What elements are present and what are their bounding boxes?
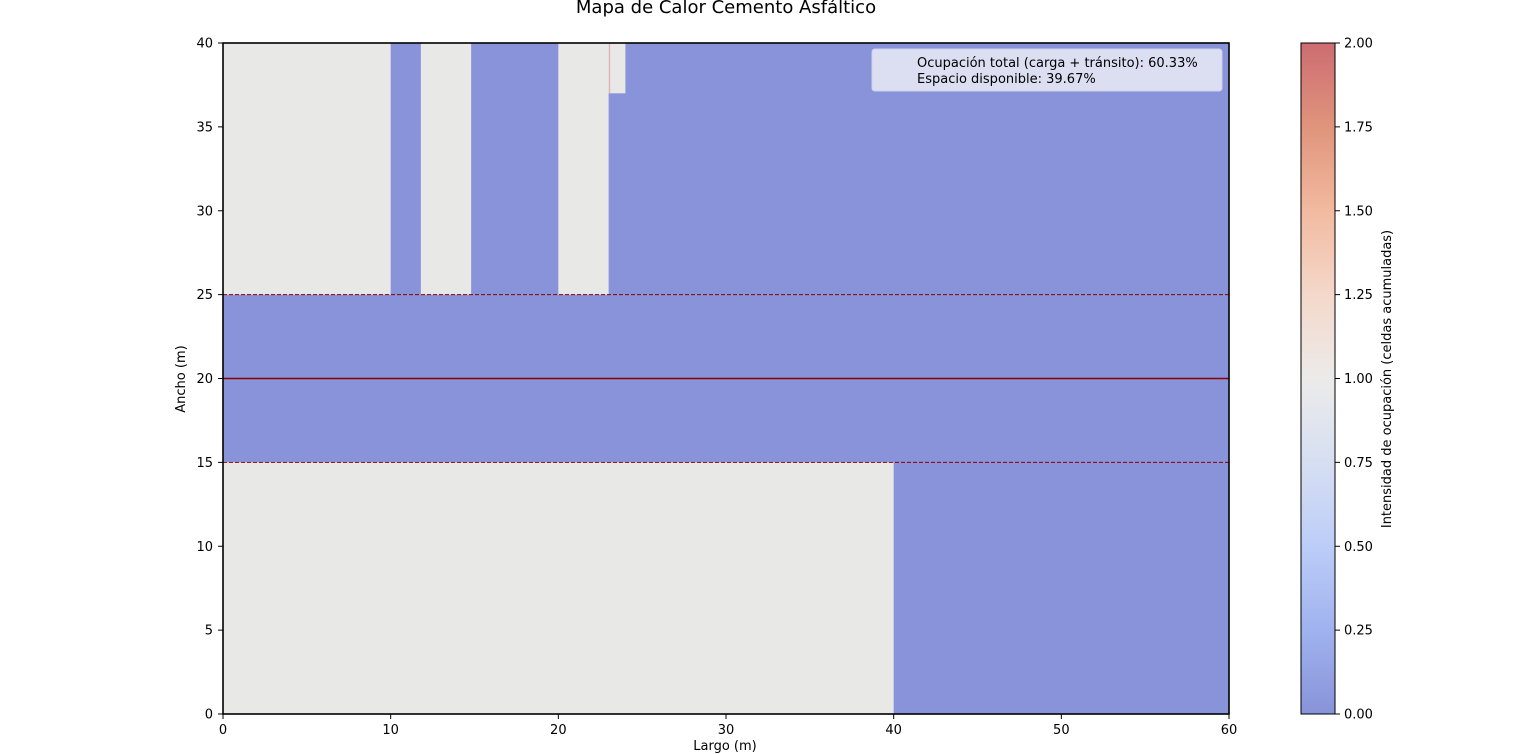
x-tick-label: 20 <box>550 723 567 738</box>
heatmap-cell-region-5 <box>608 43 626 94</box>
chart-title: Mapa de Calor Cemento Asfáltico <box>576 0 876 18</box>
colorbar-tick-label: 0.50 <box>1344 540 1373 555</box>
axes: 0 10 20 30 40 50 60 0 5 10 15 20 25 30 35 40 <box>196 37 1237 739</box>
heatmap-cell-region-3 <box>420 43 472 295</box>
colorbar-tick-label: 0.75 <box>1344 456 1373 471</box>
x-tick-label: 0 <box>219 723 227 738</box>
y-tick-label: 10 <box>196 540 213 555</box>
y-tick-label: 25 <box>196 288 213 303</box>
colorbar-tick-label: 1.00 <box>1344 372 1373 387</box>
legend: Ocupación total (carga + tránsito): 60.3… <box>871 48 1223 92</box>
colorbar-tick-label: 1.75 <box>1344 120 1373 135</box>
colorbar-label: Intensidad de ocupación (celdas acumulad… <box>1380 230 1395 528</box>
y-tick-label: 20 <box>196 372 213 387</box>
y-axis-label: Ancho (m) <box>174 345 189 412</box>
x-axis-label: Largo (m) <box>693 739 756 754</box>
y-tick-label: 35 <box>196 120 213 135</box>
x-tick-label: 30 <box>718 723 735 738</box>
y-tick-label: 15 <box>196 456 213 471</box>
legend-box <box>871 48 1223 92</box>
colorbar-tick-label: 2.00 <box>1344 37 1373 52</box>
legend-entry-occupancy: Ocupación total (carga + tránsito): 60.3… <box>917 56 1198 71</box>
heatmap-cell-region-1 <box>223 462 894 714</box>
y-tick-label: 0 <box>205 708 213 723</box>
plot-area <box>223 43 1229 714</box>
x-tick-label: 10 <box>382 723 399 738</box>
x-tick-label: 40 <box>885 723 902 738</box>
legend-entry-available: Espacio disponible: 39.67% <box>917 72 1096 87</box>
y-tick-label: 30 <box>196 204 213 219</box>
heatmap-cell-region-4 <box>558 43 609 295</box>
colorbar-tick-label: 0.00 <box>1344 708 1373 723</box>
x-tick-label: 60 <box>1221 723 1238 738</box>
colorbar-tick-label: 0.25 <box>1344 624 1373 639</box>
colorbar-gradient <box>1300 42 1336 715</box>
heatmap-cell-region-2 <box>223 43 391 295</box>
colorbar-tick-label: 1.50 <box>1344 204 1373 219</box>
y-tick-label: 5 <box>205 624 213 639</box>
colorbar: 0.00 0.25 0.50 0.75 1.00 1.25 1.50 1.75 2.00 <box>1300 37 1373 723</box>
y-tick-label: 40 <box>196 37 213 52</box>
x-tick-label: 50 <box>1053 723 1070 738</box>
colorbar-tick-label: 1.25 <box>1344 288 1373 303</box>
